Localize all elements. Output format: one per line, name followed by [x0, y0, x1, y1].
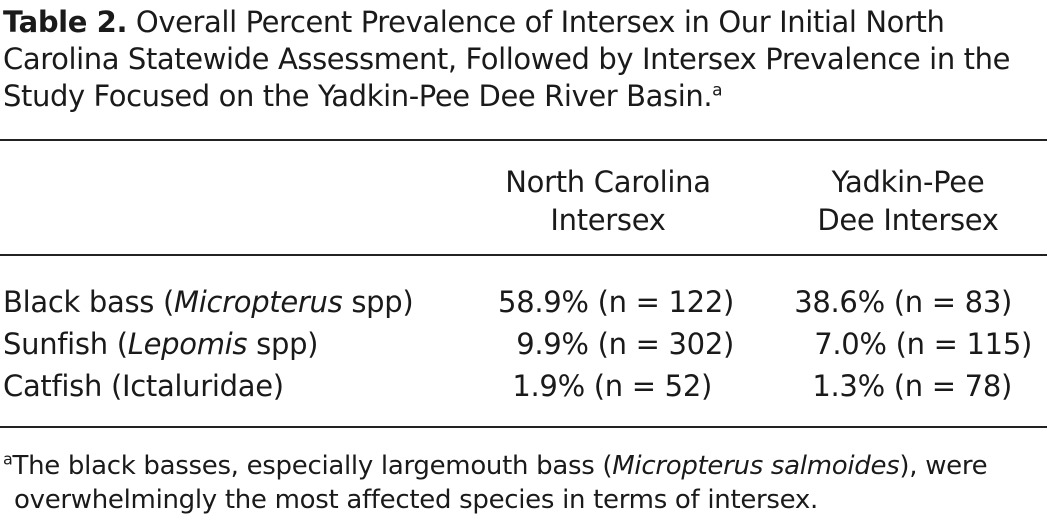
table-bottom-rule: [0, 426, 1047, 428]
row-species-name: Black bass (Micropterus spp): [3, 282, 414, 322]
cell-north-carolina: 58.9% (n = 122): [498, 285, 734, 319]
row-species-name: Sunfish (Lepomis spp): [3, 324, 319, 364]
table-row: Catfish (Ictaluridae) 1.9% (n = 52) 1.3%…: [0, 366, 1047, 406]
column-header-north-carolina-line1: North Carolina: [505, 165, 711, 199]
footnote-text-after: ), were: [899, 451, 988, 481]
species-name-suffix: spp): [247, 327, 319, 361]
species-name-prefix: Black bass (: [3, 285, 175, 319]
column-header-north-carolina-line2: Intersex: [550, 203, 666, 237]
footnote-species-italic: Micropterus salmoides: [612, 451, 900, 481]
column-header-yadkin-line1: Yadkin-Pee: [831, 165, 985, 199]
cell-yadkin-pee-dee: 1.3% (n = 78): [812, 369, 1012, 403]
species-genus: Lepomis: [127, 327, 248, 361]
table-header-rule: [0, 254, 1047, 256]
footnote-text-before: The black basses, especially largemouth …: [12, 451, 613, 481]
column-header-yadkin-line2: Dee Intersex: [817, 203, 999, 237]
column-header-yadkin-pee-dee: Yadkin-Pee Dee Intersex: [782, 163, 1034, 239]
footnote-marker: a: [3, 449, 13, 469]
table-row: Black bass (Micropterus spp) 58.9% (n = …: [0, 282, 1047, 322]
table-footnote: aThe black basses, especially largemouth…: [3, 449, 1043, 517]
row-species-name: Catfish (Ictaluridae): [3, 366, 284, 406]
caption-footnote-marker: a: [712, 80, 723, 101]
table-caption: Table 2. Overall Percent Prevalence of I…: [3, 4, 1043, 115]
cell-yadkin-pee-dee: 7.0% (n = 115): [814, 327, 1032, 361]
caption-text: Overall Percent Prevalence of Intersex i…: [3, 5, 1011, 113]
cell-north-carolina: 9.9% (n = 302): [516, 327, 734, 361]
table-top-rule: [0, 139, 1047, 141]
table-label: Table 2.: [3, 5, 128, 39]
footnote-line2: overwhelmingly the most affected species…: [14, 485, 818, 515]
species-name-suffix: spp): [342, 285, 414, 319]
table-row: Sunfish (Lepomis spp) 9.9% (n = 302) 7.0…: [0, 324, 1047, 364]
species-genus: Micropterus: [174, 285, 343, 319]
cell-north-carolina: 1.9% (n = 52): [512, 369, 712, 403]
species-name-prefix: Catfish (Ictaluridae): [3, 369, 284, 403]
cell-yadkin-pee-dee: 38.6% (n = 83): [794, 285, 1012, 319]
species-name-prefix: Sunfish (: [3, 327, 128, 361]
column-header-north-carolina: North Carolina Intersex: [440, 163, 776, 239]
